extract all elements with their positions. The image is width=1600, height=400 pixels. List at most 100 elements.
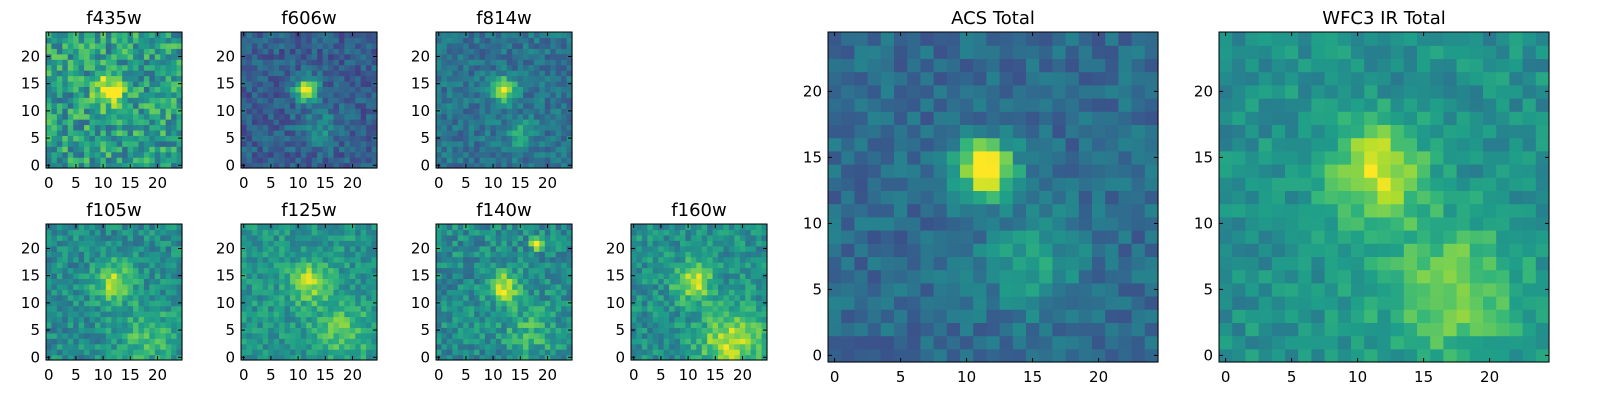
image-pixel: [300, 124, 307, 131]
image-pixel: [452, 80, 459, 87]
image-pixel: [663, 267, 670, 274]
image-pixel: [506, 135, 513, 142]
image-pixel: [679, 256, 686, 263]
image-pixel: [506, 48, 513, 55]
image-pixel: [73, 37, 80, 44]
image-pixel: [355, 267, 362, 274]
image-pixel: [94, 300, 101, 307]
image-pixel: [555, 97, 562, 104]
image-pixel: [246, 305, 253, 312]
image-pixel: [669, 240, 676, 247]
image-pixel: [523, 157, 530, 164]
image-pixel: [105, 229, 112, 236]
image-pixel: [894, 230, 908, 244]
image-pixel: [289, 300, 296, 307]
image-pixel: [366, 91, 373, 98]
image-pixel: [523, 102, 530, 109]
image-pixel: [300, 354, 307, 361]
image-pixel: [441, 332, 448, 339]
image-pixel: [696, 256, 703, 263]
image-pixel: [561, 37, 568, 44]
image-pixel: [495, 37, 502, 44]
image-pixel: [154, 267, 161, 274]
image-pixel: [366, 75, 373, 82]
image-pixel: [300, 229, 307, 236]
image-pixel: [78, 245, 85, 252]
image-pixel: [165, 151, 172, 158]
image-pixel: [1065, 282, 1080, 297]
image-pixel: [171, 349, 178, 356]
image-pixel: [149, 135, 156, 142]
image-pixel: [457, 289, 464, 296]
image-pixel: [338, 283, 345, 290]
image-pixel: [62, 262, 69, 269]
image-pixel: [171, 343, 178, 350]
image-pixel: [295, 245, 302, 252]
image-pixel: [973, 230, 987, 244]
image-pixel: [349, 59, 356, 66]
image-pixel: [707, 229, 714, 236]
image-pixel: [452, 140, 459, 147]
image-pixel: [446, 316, 453, 323]
image-pixel: [328, 59, 335, 66]
image-pixel: [171, 224, 178, 231]
image-pixel: [89, 262, 96, 269]
image-pixel: [338, 240, 345, 247]
image-pixel: [360, 113, 367, 120]
image-pixel: [712, 294, 719, 301]
image-pixel: [67, 135, 74, 142]
image-pixel: [544, 294, 551, 301]
image-pixel: [273, 224, 280, 231]
image-pixel: [999, 296, 1014, 310]
image-pixel: [712, 283, 719, 290]
image-pixel: [273, 321, 280, 328]
image-pixel: [718, 267, 725, 274]
image-pixel: [322, 59, 329, 66]
image-pixel: [452, 151, 459, 158]
image-pixel: [517, 300, 524, 307]
image-pixel: [647, 234, 654, 241]
image-pixel: [89, 354, 96, 361]
image-pixel: [176, 224, 183, 231]
image-pixel: [1092, 296, 1106, 310]
image-pixel: [523, 262, 530, 269]
image-pixel: [328, 64, 335, 71]
image-pixel: [105, 37, 112, 44]
image-pixel: [268, 157, 275, 164]
image-pixel: [257, 229, 264, 236]
image-pixel: [528, 140, 535, 147]
image-pixel: [241, 102, 248, 109]
image-pixel: [84, 251, 91, 258]
image-pixel: [311, 316, 318, 323]
image-pixel: [446, 234, 453, 241]
image-pixel: [328, 251, 335, 258]
image-pixel: [523, 354, 530, 361]
image-pixel: [262, 245, 269, 252]
image-pixel: [750, 245, 757, 252]
image-pixel: [679, 327, 686, 334]
image-pixel: [506, 70, 513, 77]
image-pixel: [133, 37, 140, 44]
image-pixel: [78, 113, 85, 120]
image-pixel: [268, 53, 275, 60]
image-pixel: [355, 251, 362, 258]
image-pixel: [506, 354, 513, 361]
image-pixel: [279, 294, 286, 301]
image-pixel: [561, 300, 568, 307]
image-pixel: [544, 321, 551, 328]
image-pixel: [171, 64, 178, 71]
image-pixel: [268, 283, 275, 290]
image-pixel: [523, 343, 530, 350]
image-pixel: [268, 59, 275, 66]
image-pixel: [528, 272, 535, 279]
image-pixel: [658, 316, 665, 323]
image-pixel: [344, 59, 351, 66]
image-pixel: [457, 119, 464, 126]
image-pixel: [295, 42, 302, 49]
image-pixel: [67, 272, 74, 279]
image-pixel: [300, 305, 307, 312]
image-pixel: [317, 91, 324, 98]
image-pixel: [750, 332, 757, 339]
image-pixel: [946, 282, 961, 297]
